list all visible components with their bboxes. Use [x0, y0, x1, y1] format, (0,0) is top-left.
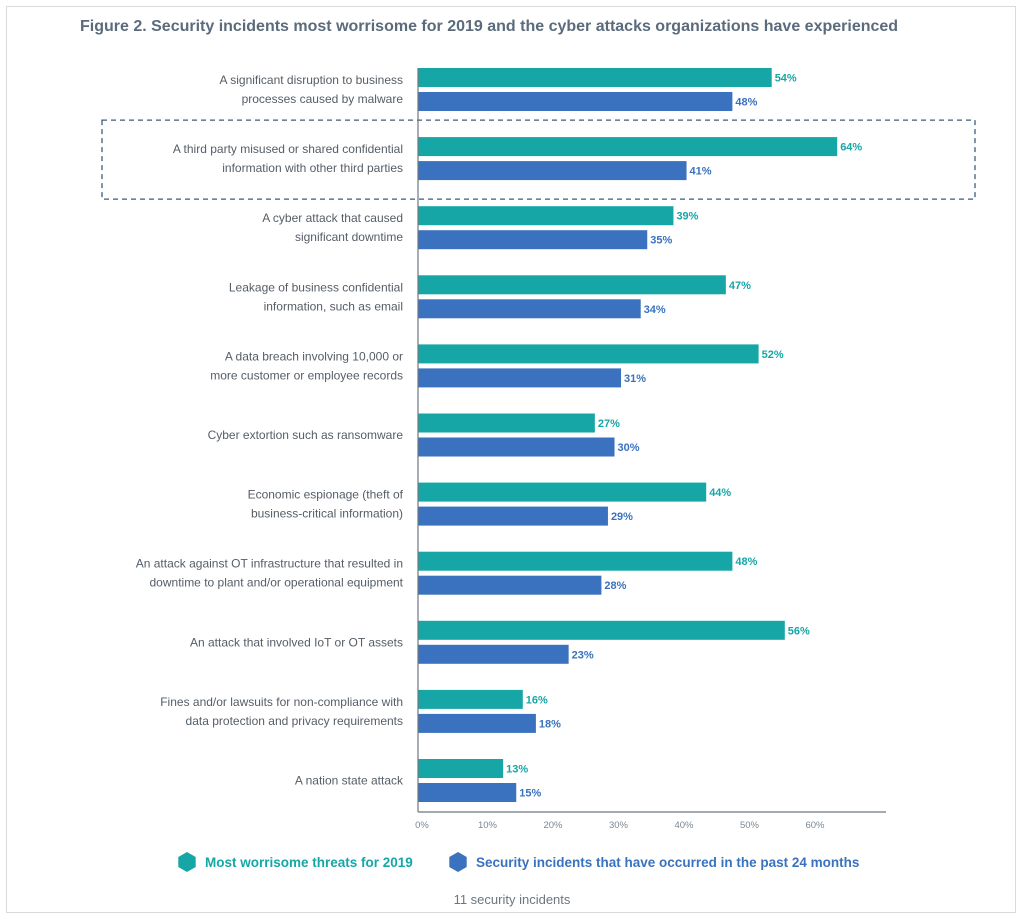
category-label: information with other third parties — [222, 161, 403, 175]
bar-occurred — [418, 506, 608, 526]
category-label: Fines and/or lawsuits for non-compliance… — [160, 695, 403, 709]
bar-worrisome — [418, 759, 504, 778]
figure-frame — [6, 6, 1016, 913]
data-label-occurred: 15% — [519, 788, 541, 800]
data-label-worrisome: 39% — [676, 211, 698, 223]
x-tick-label: 20% — [543, 820, 563, 831]
bar-occurred — [418, 230, 648, 250]
data-label-occurred: 41% — [690, 166, 712, 178]
category-label: more customer or employee records — [210, 368, 403, 382]
data-label-worrisome: 44% — [709, 487, 731, 499]
bar-worrisome — [418, 275, 726, 295]
data-label-worrisome: 64% — [840, 142, 862, 154]
category-label: data protection and privacy requirements — [186, 714, 403, 728]
category-label: information, such as email — [264, 299, 403, 313]
bar-occurred — [418, 783, 517, 802]
x-tick-label: 0% — [415, 820, 429, 831]
data-label-worrisome: 56% — [788, 625, 810, 637]
bar-worrisome — [418, 620, 785, 640]
data-label-worrisome: 13% — [506, 764, 528, 776]
category-label: Leakage of business confidential — [229, 280, 403, 294]
bar-occurred — [418, 437, 615, 457]
data-label-worrisome: 27% — [598, 418, 620, 430]
bar-occurred — [418, 368, 622, 388]
x-tick-label: 50% — [740, 820, 760, 831]
data-label-occurred: 31% — [624, 373, 646, 385]
category-label: significant downtime — [295, 230, 403, 244]
data-label-occurred: 29% — [611, 511, 633, 523]
bar-occurred — [418, 713, 536, 733]
bar-occurred — [418, 575, 602, 595]
bar-worrisome — [418, 689, 523, 709]
x-tick-label: 30% — [609, 820, 629, 831]
category-label: processes caused by malware — [242, 92, 404, 106]
bar-worrisome — [418, 206, 674, 226]
category-label: A third party misused or shared confiden… — [173, 142, 403, 156]
data-label-occurred: 30% — [618, 442, 640, 454]
data-label-worrisome: 48% — [735, 556, 757, 568]
category-label: business-critical information) — [251, 507, 403, 521]
legend-hexagon-icon — [449, 852, 467, 872]
data-label-occurred: 18% — [539, 718, 561, 730]
chart-title: Figure 2. Security incidents most worris… — [80, 18, 899, 35]
legend-label-occurred: Security incidents that have occurred in… — [476, 855, 859, 870]
category-label: Cyber extortion such as ransomware — [208, 428, 404, 442]
bar-worrisome — [418, 68, 772, 87]
bar-worrisome — [418, 482, 707, 502]
x-tick-label: 60% — [805, 820, 825, 831]
data-label-worrisome: 52% — [762, 349, 784, 361]
chart-footnote: 11 security incidents — [453, 892, 571, 907]
bar-worrisome — [418, 344, 759, 364]
data-label-occurred: 35% — [650, 235, 672, 247]
bar-worrisome — [418, 137, 838, 157]
data-label-occurred: 28% — [604, 580, 626, 592]
category-label: downtime to plant and/or operational equ… — [150, 576, 404, 590]
data-label-occurred: 23% — [572, 649, 594, 661]
category-label: An attack that involved IoT or OT assets — [190, 635, 403, 649]
category-label: A nation state attack — [295, 774, 404, 788]
data-label-occurred: 48% — [735, 97, 757, 109]
data-label-worrisome: 16% — [526, 694, 548, 706]
data-label-worrisome: 54% — [775, 73, 797, 85]
data-label-occurred: 34% — [644, 304, 666, 316]
x-tick-label: 40% — [674, 820, 694, 831]
bar-worrisome — [418, 413, 595, 433]
bar-occurred — [418, 644, 569, 664]
bar-occurred — [418, 161, 687, 181]
category-label: Economic espionage (theft of — [248, 488, 404, 502]
bar-occurred — [418, 299, 641, 319]
legend-hexagon-icon — [178, 852, 196, 872]
highlight-box — [101, 119, 976, 200]
category-label: A cyber attack that caused — [262, 211, 403, 225]
category-label: A significant disruption to business — [220, 73, 403, 87]
bar-worrisome — [418, 551, 733, 571]
category-label: An attack against OT infrastructure that… — [136, 557, 403, 571]
category-label: A data breach involving 10,000 or — [225, 349, 403, 363]
data-label-worrisome: 47% — [729, 280, 751, 292]
bar-occurred — [418, 92, 733, 111]
x-tick-label: 10% — [478, 820, 498, 831]
legend-label-worrisome: Most worrisome threats for 2019 — [205, 855, 413, 870]
